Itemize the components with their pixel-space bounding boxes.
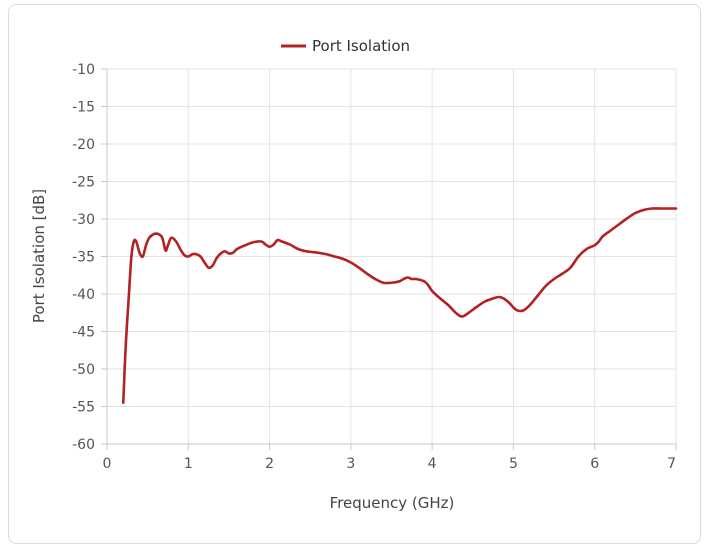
y-tick-label: -10: [72, 62, 95, 78]
y-tick-label: -30: [72, 212, 95, 228]
y-tick-label: -25: [72, 175, 95, 191]
x-tick-label: 2: [265, 456, 274, 472]
legend-label-port-isolation: Port Isolation: [312, 37, 410, 55]
x-tick-label: 6: [590, 456, 599, 472]
x-tick-label: 7: [667, 456, 676, 472]
y-tick-label: -50: [72, 362, 95, 378]
x-tick-label: 0: [103, 456, 112, 472]
legend[interactable]: Port Isolation: [281, 37, 410, 55]
y-tick-label: -40: [72, 287, 95, 303]
x-tick-label: 3: [346, 456, 355, 472]
grid-lines: [107, 68, 677, 445]
axes: [101, 68, 677, 450]
y-tick-label: -55: [72, 400, 95, 416]
x-tick-labels: 0 1 2 3 4 5 6 7: [103, 456, 676, 472]
y-tick-label: -45: [72, 325, 95, 341]
y-tick-label: -15: [72, 100, 95, 116]
y-tick-labels: -10 -15 -20 -25 -30 -35 -40 -45 -50 -55 -60: [72, 62, 95, 453]
x-tick-label: 4: [428, 456, 437, 472]
series-layer: [121, 207, 678, 405]
x-tick-label: 1: [184, 456, 193, 472]
chart-card: [8, 4, 701, 544]
y-tick-label: -35: [72, 250, 95, 266]
series-line-port-isolation[interactable]: [121, 207, 678, 405]
y-axis-title: Port Isolation [dB]: [30, 189, 48, 323]
y-tick-label: -20: [72, 137, 95, 153]
y-tick-label: -60: [72, 437, 95, 453]
x-axis-title: Frequency (GHz): [330, 494, 455, 512]
x-tick-label: 5: [509, 456, 518, 472]
